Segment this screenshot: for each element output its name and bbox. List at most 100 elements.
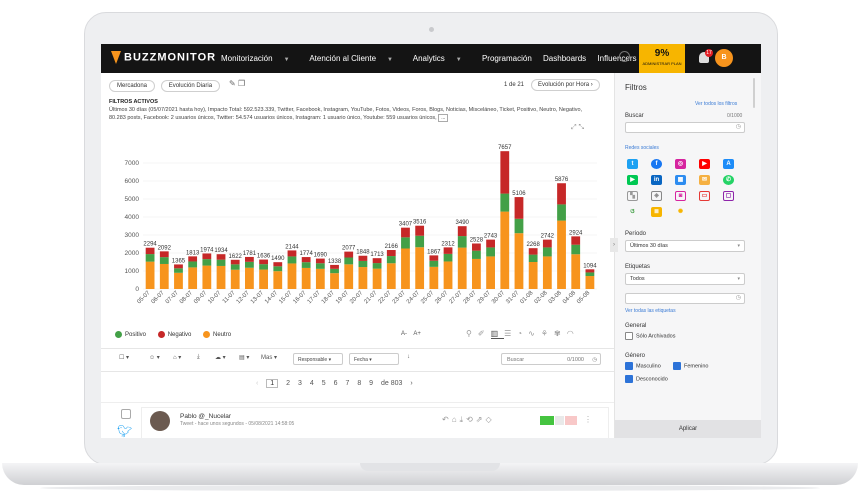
post-checkbox[interactable] bbox=[121, 409, 131, 419]
search-icon[interactable] bbox=[619, 51, 630, 62]
bar-segment-neutro[interactable] bbox=[287, 263, 297, 289]
twitter-icon[interactable]: t bbox=[627, 159, 638, 169]
appstore-icon[interactable]: A bbox=[723, 159, 734, 169]
bar-segment-negativo[interactable] bbox=[585, 269, 595, 273]
pin-icon[interactable]: ⚲ bbox=[466, 329, 478, 338]
bar-segment-negativo[interactable] bbox=[401, 227, 410, 238]
bar-segment-neutro[interactable] bbox=[301, 267, 311, 289]
nav-analytics[interactable]: Analytics ▼ bbox=[412, 54, 462, 63]
font-increase-button[interactable]: A+ bbox=[413, 331, 421, 337]
bar-segment-neutro[interactable] bbox=[273, 271, 283, 289]
label-icon[interactable]: ◇ bbox=[485, 415, 495, 424]
bar-segment-negativo[interactable] bbox=[542, 239, 552, 248]
nav-atencion-cliente[interactable]: Atención al Cliente ▼ bbox=[309, 54, 393, 63]
tag-outline-icon[interactable]: ◈ bbox=[651, 191, 662, 201]
bell-icon[interactable] bbox=[699, 52, 709, 63]
see-all-filters-link[interactable]: Ver todos los filtros bbox=[695, 101, 738, 107]
brand-logo[interactable]: BUZZMONITOR bbox=[111, 51, 216, 64]
bar-segment-neutro[interactable] bbox=[202, 265, 212, 289]
bar-segment-positivo[interactable] bbox=[273, 266, 283, 272]
bar-segment-positivo[interactable] bbox=[315, 263, 325, 269]
bar-segment-neutro[interactable] bbox=[245, 267, 254, 289]
plan-usage-button[interactable]: 9% ADMINISTRAR PLAN bbox=[639, 44, 685, 73]
legend-neutro[interactable]: Neutro bbox=[203, 331, 231, 338]
posts-search-input[interactable]: Buscar 0/1000 ◷ bbox=[501, 353, 601, 365]
bar-segment-negativo[interactable] bbox=[245, 256, 254, 262]
bar-segment-positivo[interactable] bbox=[245, 261, 254, 268]
page-9[interactable]: 9 bbox=[369, 380, 374, 387]
facebook-icon[interactable]: f bbox=[651, 159, 662, 169]
bar-segment-neutro[interactable] bbox=[145, 261, 155, 289]
bar-segment-negativo[interactable] bbox=[557, 183, 566, 205]
list-item[interactable]: 🐦︎ Pablo @_Nucelar Tweet - hace unos seg… bbox=[101, 402, 614, 438]
copy-icon[interactable]: ❐ bbox=[237, 79, 246, 88]
bar-segment-positivo[interactable] bbox=[557, 204, 566, 221]
sentiment-negative-button[interactable] bbox=[565, 416, 577, 425]
legend-positivo[interactable]: Positivo bbox=[115, 331, 146, 338]
sort-direction-icon[interactable]: ↓ bbox=[407, 354, 410, 360]
news-icon[interactable]: ≣ bbox=[651, 207, 662, 217]
smiley-icon[interactable]: ☺ ▾ bbox=[149, 355, 160, 361]
bar-segment-negativo[interactable] bbox=[443, 247, 453, 254]
reply-icon[interactable]: ↶ bbox=[442, 415, 452, 424]
bar-segment-neutro[interactable] bbox=[585, 276, 595, 289]
share-icon[interactable]: ⚘ bbox=[540, 329, 555, 338]
user-avatar[interactable]: B bbox=[715, 49, 733, 67]
bar-segment-neutro[interactable] bbox=[443, 261, 453, 289]
bar-segment-positivo[interactable] bbox=[528, 254, 538, 262]
bar-segment-positivo[interactable] bbox=[429, 260, 439, 267]
unknown-gender-checkbox[interactable]: Desconocido bbox=[625, 375, 668, 383]
bar-segment-neutro[interactable] bbox=[372, 268, 382, 289]
tag-icon[interactable]: ⌂ ▾ bbox=[173, 355, 182, 361]
page-8[interactable]: 8 bbox=[357, 380, 362, 387]
googleplay-icon[interactable]: ▶ bbox=[627, 175, 638, 185]
bar-segment-neutro[interactable] bbox=[542, 256, 552, 289]
bar-segment-positivo[interactable] bbox=[230, 264, 240, 270]
bar-segment-positivo[interactable] bbox=[415, 235, 425, 248]
stacked-chart-icon[interactable]: ☰ bbox=[504, 329, 518, 338]
bar-segment-neutro[interactable] bbox=[174, 272, 183, 289]
forum-icon[interactable]: ▢ bbox=[723, 191, 734, 201]
bar-segment-positivo[interactable] bbox=[386, 256, 396, 264]
bar-segment-negativo[interactable] bbox=[159, 251, 169, 258]
expand-icon[interactable]: ⤢ ⤡ bbox=[571, 124, 585, 131]
email-icon[interactable]: ✉ bbox=[699, 175, 710, 185]
bar-segment-negativo[interactable] bbox=[230, 259, 240, 265]
bar-segment-negativo[interactable] bbox=[273, 262, 283, 267]
bar-segment-neutro[interactable] bbox=[230, 269, 240, 289]
bar-segment-neutro[interactable] bbox=[415, 247, 425, 289]
bar-segment-neutro[interactable] bbox=[259, 269, 268, 289]
bar-segment-neutro[interactable] bbox=[500, 211, 510, 289]
edit-icon[interactable]: ✎ bbox=[229, 79, 236, 88]
instagram-icon[interactable]: ◎ bbox=[675, 159, 686, 169]
bar-segment-positivo[interactable] bbox=[514, 218, 524, 234]
bar-chart-icon[interactable]: ▥ bbox=[490, 329, 505, 339]
bar-segment-negativo[interactable] bbox=[457, 226, 467, 237]
photo-icon[interactable]: ◙ bbox=[675, 191, 686, 201]
sentiment-neutral-button[interactable] bbox=[555, 416, 564, 425]
download-icon[interactable]: ⤓ bbox=[459, 415, 467, 424]
bar-segment-positivo[interactable] bbox=[216, 259, 226, 266]
sidebar-scrollbar[interactable] bbox=[753, 78, 755, 108]
video-icon[interactable]: ▭ bbox=[699, 191, 710, 201]
avatar[interactable] bbox=[150, 411, 170, 431]
page-5[interactable]: 5 bbox=[321, 380, 326, 387]
bar-segment-negativo[interactable] bbox=[415, 225, 425, 236]
bar-segment-neutro[interactable] bbox=[315, 268, 325, 289]
bar-segment-negativo[interactable] bbox=[259, 259, 268, 265]
bar-segment-neutro[interactable] bbox=[528, 262, 538, 289]
view-hourly-button[interactable]: Evolución por Hora › bbox=[531, 79, 600, 91]
tags-search-input[interactable]: ◷ bbox=[625, 293, 745, 304]
bar-segment-negativo[interactable] bbox=[330, 264, 339, 269]
bar-segment-neutro[interactable] bbox=[216, 265, 226, 289]
bar-segment-neutro[interactable] bbox=[457, 247, 467, 289]
nav-dashboards[interactable]: Dashboards bbox=[543, 54, 587, 63]
male-checkbox[interactable]: Masculino bbox=[625, 362, 661, 370]
bar-segment-positivo[interactable] bbox=[443, 253, 453, 262]
select-all-checkbox[interactable]: ☐ ▾ bbox=[119, 355, 130, 361]
bar-segment-negativo[interactable] bbox=[358, 255, 368, 261]
page-4[interactable]: 4 bbox=[309, 380, 314, 387]
collapse-sidebar-icon[interactable]: › bbox=[610, 238, 618, 252]
bar-segment-negativo[interactable] bbox=[514, 197, 524, 219]
bar-segment-neutro[interactable] bbox=[571, 254, 581, 289]
